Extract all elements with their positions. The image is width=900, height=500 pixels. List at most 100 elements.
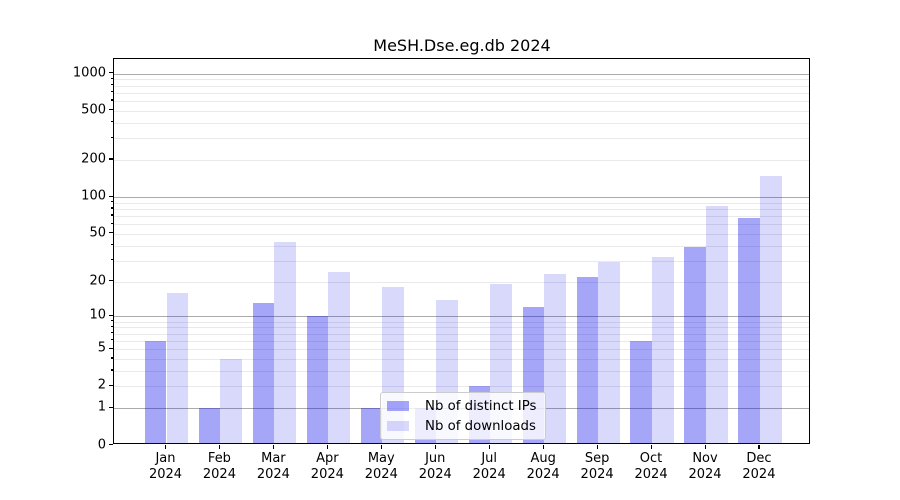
bar-downloads bbox=[166, 292, 189, 444]
y-minor-tick-mark bbox=[110, 121, 113, 123]
x-tick-mark bbox=[704, 444, 706, 449]
y-tick-mark bbox=[109, 195, 113, 197]
gridline-minor bbox=[114, 340, 809, 342]
y-minor-tick-mark bbox=[110, 77, 113, 79]
y-tick-mark bbox=[109, 158, 113, 160]
x-tick-label-mar: Mar 2024 bbox=[256, 450, 290, 482]
bar-downloads bbox=[706, 205, 728, 444]
gridline-minor bbox=[114, 260, 809, 262]
x-tick-mark bbox=[165, 444, 167, 449]
gridline-minor bbox=[114, 358, 809, 360]
bar-distinct-ips bbox=[630, 340, 653, 444]
gridline-minor bbox=[114, 386, 809, 388]
y-minor-tick-mark bbox=[110, 99, 113, 101]
y-tick-label: 10 bbox=[89, 307, 106, 323]
bar-distinct-ips bbox=[306, 316, 329, 444]
y-tick-mark bbox=[109, 314, 113, 317]
gridline-minor bbox=[114, 208, 809, 210]
bar-distinct-ips bbox=[576, 276, 599, 444]
gridline-minor bbox=[114, 92, 809, 94]
bar-distinct-ips bbox=[252, 303, 275, 444]
gridline-major bbox=[114, 73, 809, 75]
x-tick-label-apr: Apr 2024 bbox=[310, 450, 344, 482]
gridline-minor bbox=[114, 159, 809, 161]
gridline-major bbox=[114, 316, 809, 318]
gridline-minor bbox=[114, 110, 809, 112]
x-tick-mark bbox=[380, 444, 382, 449]
y-minor-tick-mark bbox=[110, 222, 113, 224]
legend: Nb of distinct IPs Nb of downloads bbox=[380, 392, 546, 440]
x-tick-label-dec: Dec 2024 bbox=[742, 450, 776, 482]
y-tick-label: 500 bbox=[81, 102, 106, 118]
bar-downloads bbox=[220, 358, 243, 444]
gridline-minor bbox=[114, 224, 809, 226]
legend-label-distinct-ips: Nb of distinct IPs bbox=[425, 398, 537, 414]
gridline-minor bbox=[114, 245, 809, 247]
gridline-minor bbox=[114, 85, 809, 87]
y-tick-mark bbox=[109, 109, 113, 111]
bar-distinct-ips bbox=[144, 340, 167, 444]
x-tick-mark bbox=[542, 444, 544, 449]
y-minor-tick-mark bbox=[110, 325, 113, 327]
x-tick-label-jun: Jun 2024 bbox=[418, 450, 452, 482]
gridline-minor bbox=[114, 327, 809, 329]
gridline-minor bbox=[114, 281, 809, 283]
legend-swatch-distinct-ips bbox=[387, 400, 409, 412]
y-minor-tick-mark bbox=[110, 332, 113, 334]
y-tick-label: 1000 bbox=[72, 65, 106, 81]
x-tick-mark bbox=[272, 444, 275, 449]
gridline-major bbox=[114, 197, 809, 199]
y-tick-mark bbox=[109, 72, 113, 74]
y-tick-mark bbox=[109, 384, 113, 387]
y-minor-tick-mark bbox=[110, 369, 113, 371]
bar-downloads bbox=[328, 272, 350, 444]
x-tick-label-nov: Nov 2024 bbox=[688, 450, 722, 482]
x-tick-label-may: May 2024 bbox=[364, 450, 398, 482]
y-tick-label: 50 bbox=[89, 225, 106, 241]
bar-downloads bbox=[274, 241, 296, 444]
y-tick-label: 5 bbox=[97, 340, 106, 356]
plot-area: Nb of distinct IPs Nb of downloads bbox=[113, 58, 810, 444]
x-tick-label-jul: Jul 2024 bbox=[472, 450, 506, 482]
x-tick-mark bbox=[434, 444, 436, 449]
legend-row-distinct-ips: Nb of distinct IPs bbox=[387, 398, 537, 414]
gridline-minor bbox=[114, 215, 809, 217]
y-minor-tick-mark bbox=[110, 339, 113, 341]
gridline-minor bbox=[114, 202, 809, 204]
x-tick-mark bbox=[596, 444, 598, 449]
x-tick-label-jan: Jan 2024 bbox=[148, 450, 183, 482]
y-minor-tick-mark bbox=[110, 214, 113, 216]
gridline-minor bbox=[114, 370, 809, 372]
y-minor-tick-mark bbox=[110, 320, 113, 322]
x-tick-label-aug: Aug 2024 bbox=[526, 450, 560, 482]
y-tick-label: 100 bbox=[81, 188, 106, 204]
x-tick-mark bbox=[218, 444, 221, 449]
x-tick-label-sep: Sep 2024 bbox=[580, 450, 614, 482]
y-tick-mark bbox=[109, 406, 113, 408]
y-tick-mark bbox=[109, 444, 113, 446]
y-tick-label: 1 bbox=[97, 399, 106, 415]
y-tick-mark bbox=[109, 347, 113, 349]
gridline-minor bbox=[114, 122, 809, 124]
gridline-minor bbox=[114, 100, 809, 102]
y-minor-tick-mark bbox=[110, 84, 113, 86]
bar-downloads bbox=[759, 176, 782, 444]
x-tick-mark bbox=[650, 444, 652, 449]
bar-downloads bbox=[598, 262, 620, 444]
x-tick-mark bbox=[758, 444, 760, 449]
y-minor-tick-mark bbox=[110, 136, 113, 138]
bar-downloads bbox=[544, 274, 566, 444]
bar-distinct-ips bbox=[198, 408, 221, 444]
bar-downloads bbox=[652, 257, 674, 444]
bar-distinct-ips bbox=[684, 246, 706, 444]
bar-distinct-ips bbox=[738, 218, 760, 444]
bar-distinct-ips bbox=[360, 408, 383, 444]
gridline-minor bbox=[114, 79, 809, 81]
gridline-minor bbox=[114, 138, 809, 140]
y-minor-tick-mark bbox=[110, 91, 113, 93]
y-tick-mark bbox=[109, 232, 113, 234]
chart-title: MeSH.Dse.eg.db 2024 bbox=[373, 36, 551, 55]
y-minor-tick-mark bbox=[110, 259, 113, 261]
y-minor-tick-mark bbox=[110, 207, 113, 209]
